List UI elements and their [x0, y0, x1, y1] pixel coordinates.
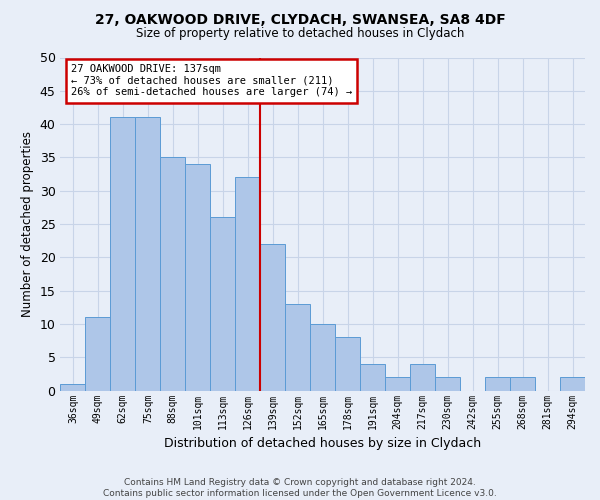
Y-axis label: Number of detached properties: Number of detached properties [21, 131, 34, 317]
Bar [385, 378, 410, 390]
Bar [61, 384, 85, 390]
Bar [110, 118, 136, 390]
Bar [160, 158, 185, 390]
Bar [485, 378, 510, 390]
Text: Size of property relative to detached houses in Clydach: Size of property relative to detached ho… [136, 28, 464, 40]
Bar [210, 218, 235, 390]
Bar [510, 378, 535, 390]
Bar [410, 364, 435, 390]
Bar [285, 304, 310, 390]
Bar [136, 118, 160, 390]
X-axis label: Distribution of detached houses by size in Clydach: Distribution of detached houses by size … [164, 437, 481, 450]
Bar [235, 178, 260, 390]
Text: 27 OAKWOOD DRIVE: 137sqm
← 73% of detached houses are smaller (211)
26% of semi-: 27 OAKWOOD DRIVE: 137sqm ← 73% of detach… [71, 64, 352, 98]
Bar [85, 318, 110, 390]
Bar [435, 378, 460, 390]
Bar [360, 364, 385, 390]
Bar [185, 164, 210, 390]
Bar [560, 378, 585, 390]
Bar [335, 338, 360, 390]
Bar [310, 324, 335, 390]
Bar [260, 244, 285, 390]
Text: Contains HM Land Registry data © Crown copyright and database right 2024.
Contai: Contains HM Land Registry data © Crown c… [103, 478, 497, 498]
Text: 27, OAKWOOD DRIVE, CLYDACH, SWANSEA, SA8 4DF: 27, OAKWOOD DRIVE, CLYDACH, SWANSEA, SA8… [95, 12, 505, 26]
